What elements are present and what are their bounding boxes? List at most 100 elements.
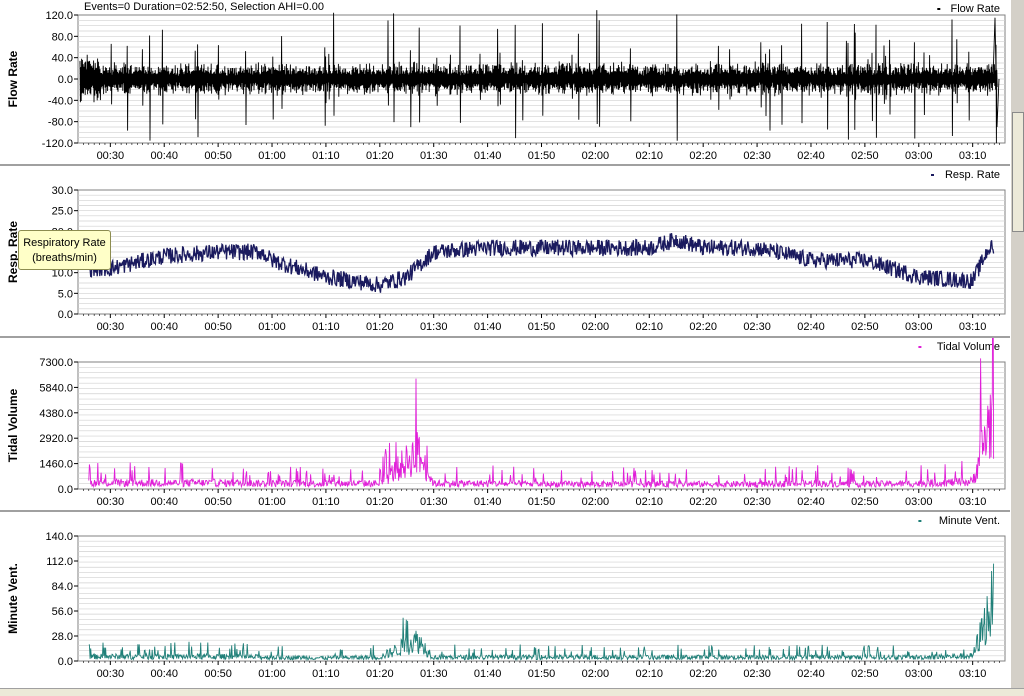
x-tick-label: 03:00 <box>905 150 933 162</box>
minute-vent-panel[interactable]: 140.0 112.0 84.0 56.0 28.0 0.0 Minute Vent. Min… <box>0 512 1010 688</box>
y-tick-label: 10.0 <box>52 268 73 280</box>
x-tick-label: 02:40 <box>797 668 825 680</box>
x-tick-label: 02:10 <box>636 496 664 508</box>
x-tick-label: 01:30 <box>420 150 448 162</box>
y-tick-label: 120.0 <box>45 10 73 22</box>
status-text: Events=0 Duration=02:52:50, Selection AH… <box>84 1 325 13</box>
flow-rate-chart[interactable]: 120.0 80.0 40.0 0.0 -40.0 -80.0 -120.0 Flow Rat… <box>0 0 1010 164</box>
y-tick-label: 112.0 <box>46 556 73 568</box>
x-tick-label: 00:40 <box>150 321 178 333</box>
x-tick-label: 02:00 <box>582 496 610 508</box>
x-tick-label: 02:30 <box>743 321 771 333</box>
x-tick-label: 00:50 <box>204 496 232 508</box>
tooltip: Respiratory Rate (breaths/min) <box>18 230 111 270</box>
x-tick-label: 02:10 <box>636 150 664 162</box>
x-tick-label: 02:10 <box>636 668 664 680</box>
x-tick-label: 03:10 <box>959 321 987 333</box>
x-tick-label: 02:00 <box>582 321 610 333</box>
x-tick-label: 02:00 <box>582 150 610 162</box>
tidal-volume-chart[interactable]: 7300.0 5840.0 4380.0 2920.0 1460.0 0.0 Tidal V… <box>0 338 1010 510</box>
x-tick-label: 01:10 <box>312 496 340 508</box>
y-tick-label: 140.0 <box>45 531 73 543</box>
minute-vent-chart[interactable]: 140.0 112.0 84.0 56.0 28.0 0.0 Minute Vent. Min… <box>0 512 1010 688</box>
x-tick-label: 01:30 <box>420 496 448 508</box>
x-tick-label: 02:10 <box>636 321 664 333</box>
scrollbar-thumb[interactable] <box>1012 112 1024 232</box>
x-tick-label: 00:30 <box>97 496 125 508</box>
x-tick-label: 01:10 <box>312 668 340 680</box>
x-tick-label: 01:00 <box>258 150 286 162</box>
x-tick-label: 01:50 <box>528 668 556 680</box>
x-tick-label: 03:10 <box>959 668 987 680</box>
x-tick-label: 01:50 <box>528 496 556 508</box>
x-tick-label: 00:50 <box>204 668 232 680</box>
y-tick-label: 2920.0 <box>39 433 73 445</box>
x-tick-label: 00:30 <box>97 150 125 162</box>
x-tick-label: 00:30 <box>97 321 125 333</box>
y-axis-title: Flow Rate <box>6 50 20 107</box>
y-axis-title: Minute Vent. <box>6 563 20 634</box>
x-tick-label: 02:00 <box>582 668 610 680</box>
x-tick-label: 00:40 <box>150 496 178 508</box>
y-tick-label: 7300.0 <box>39 357 73 369</box>
y-tick-label: -80.0 <box>48 117 73 129</box>
bottom-bar <box>0 688 1024 696</box>
y-axis-title: Tidal Volume <box>6 388 20 462</box>
x-tick-label: 02:40 <box>797 496 825 508</box>
minute-series-line <box>88 563 995 662</box>
x-tick-label: 01:50 <box>528 150 556 162</box>
flow-rate-panel[interactable]: 120.0 80.0 40.0 0.0 -40.0 -80.0 -120.0 Flow Rat… <box>0 0 1010 166</box>
y-tick-label: 0.0 <box>58 309 73 321</box>
legend-marker <box>918 346 922 348</box>
x-tick-label: 03:00 <box>905 321 933 333</box>
x-tick-label: 02:50 <box>851 496 879 508</box>
x-tick-label: 00:50 <box>204 150 232 162</box>
legend-title: Resp. Rate <box>945 169 1000 181</box>
x-tick-label: 02:30 <box>743 496 771 508</box>
y-tick-label: -120.0 <box>42 138 73 150</box>
vertical-scrollbar[interactable] <box>1010 0 1024 688</box>
x-tick-label: 02:20 <box>689 150 717 162</box>
y-tick-label: 5840.0 <box>39 382 73 394</box>
x-tick-label: 02:30 <box>743 150 771 162</box>
x-tick-label: 02:40 <box>797 321 825 333</box>
x-tick-label: 01:00 <box>258 496 286 508</box>
x-tick-label: 03:10 <box>959 496 987 508</box>
x-tick-label: 03:10 <box>959 150 987 162</box>
x-tick-label: 02:30 <box>743 668 771 680</box>
x-tick-label: 01:20 <box>366 321 394 333</box>
tooltip-line-1: Respiratory Rate <box>23 237 106 249</box>
x-tick-label: 00:30 <box>97 668 125 680</box>
x-tick-label: 01:20 <box>366 496 394 508</box>
x-tick-label: 03:00 <box>905 668 933 680</box>
x-tick-label: 01:50 <box>528 321 556 333</box>
y-tick-label: 4380.0 <box>39 408 73 420</box>
y-tick-label: 28.0 <box>52 631 73 643</box>
x-tick-label: 01:10 <box>312 150 340 162</box>
x-tick-label: 02:40 <box>797 150 825 162</box>
x-tick-label: 01:10 <box>312 321 340 333</box>
legend-marker <box>918 520 922 522</box>
y-tick-label: 25.0 <box>52 206 73 218</box>
y-tick-label: 5.0 <box>58 288 73 300</box>
x-tick-label: 01:40 <box>474 668 502 680</box>
x-tick-label: 02:50 <box>851 150 879 162</box>
resp-series-line <box>88 233 995 293</box>
legend-title: Tidal Volume <box>937 341 1000 353</box>
y-tick-label: 0.0 <box>58 484 73 496</box>
x-tick-label: 01:40 <box>474 321 502 333</box>
x-tick-label: 00:40 <box>150 668 178 680</box>
x-tick-label: 02:20 <box>689 496 717 508</box>
tidal-volume-panel[interactable]: 7300.0 5840.0 4380.0 2920.0 1460.0 0.0 Tidal V… <box>0 338 1010 512</box>
y-tick-label: 30.0 <box>52 185 73 197</box>
legend-title: Minute Vent. <box>939 515 1000 527</box>
x-tick-label: 02:20 <box>689 668 717 680</box>
x-tick-label: 01:40 <box>474 150 502 162</box>
x-tick-label: 02:20 <box>689 321 717 333</box>
y-tick-label: 0.0 <box>58 74 73 86</box>
legend-title: Flow Rate <box>950 3 1000 15</box>
tooltip-line-2: (breaths/min) <box>32 252 97 264</box>
y-tick-label: 80.0 <box>52 31 73 43</box>
